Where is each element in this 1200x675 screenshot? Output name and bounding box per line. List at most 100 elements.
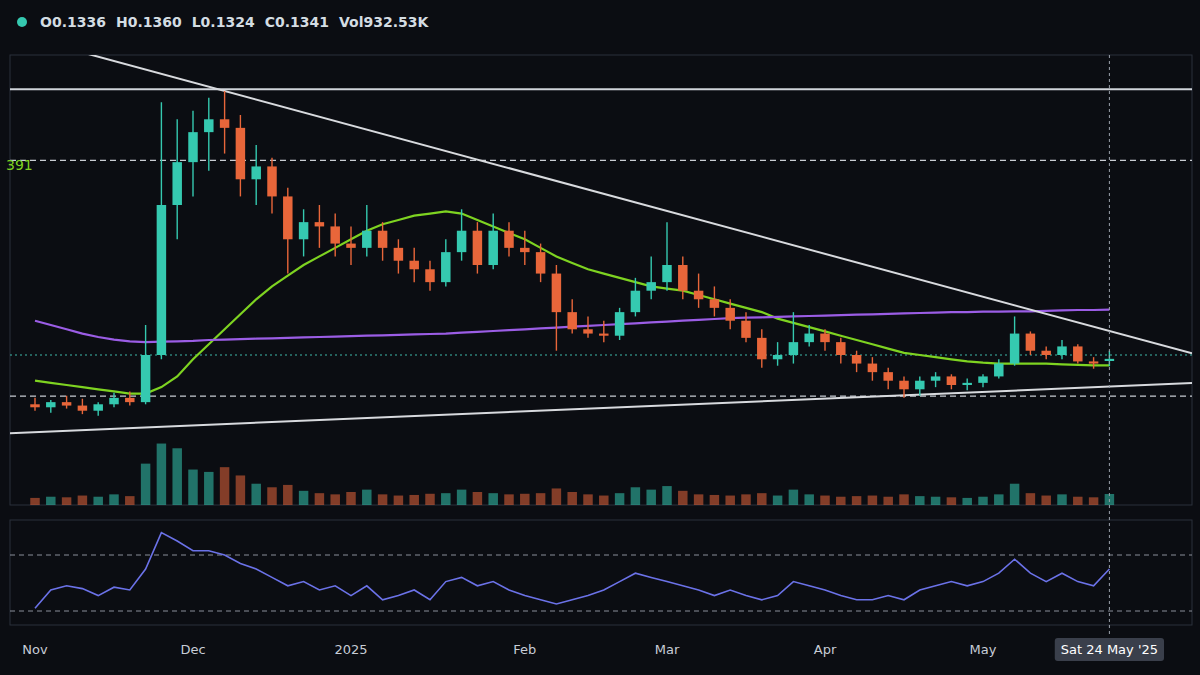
candle-wick (651, 256, 652, 299)
volume-bar (220, 467, 229, 505)
candle-body (1026, 334, 1035, 351)
x-tick-label: Nov (22, 642, 48, 657)
level-line (10, 160, 1192, 161)
candle-body (488, 231, 497, 265)
volume-bar (46, 497, 55, 505)
volume-bar (425, 494, 434, 505)
volume-bar (852, 496, 861, 505)
candle-body (520, 248, 529, 252)
volume-bar (394, 496, 403, 505)
candle-body (1010, 334, 1019, 364)
volume-bar (773, 496, 782, 505)
volume-bar (1010, 484, 1019, 505)
moving-average-line (35, 211, 1109, 393)
volume-bar (567, 492, 576, 505)
volume-bar (378, 494, 387, 505)
candle-body (30, 404, 39, 407)
moving-average-line (35, 310, 1109, 343)
volume-bar (283, 485, 292, 505)
candle-body (441, 252, 450, 282)
candle-body (362, 231, 371, 248)
volume-bar (520, 494, 529, 505)
volume-bar (789, 490, 798, 505)
volume-bar (141, 464, 150, 505)
candle-body (346, 244, 355, 248)
crosshair-line (1109, 55, 1110, 636)
volume-bar (172, 448, 181, 505)
level-line (10, 396, 1192, 397)
candle-body (236, 128, 245, 179)
candle-body (46, 402, 55, 407)
candle-body (915, 381, 924, 390)
volume-bar (441, 493, 450, 505)
volume-bar (646, 490, 655, 505)
candle-body (125, 398, 134, 402)
volume-bar (78, 496, 87, 505)
candle-body (615, 312, 624, 336)
volume-bar (125, 496, 134, 505)
volume-bar (473, 492, 482, 505)
x-tick-label: 2025 (334, 642, 367, 657)
candle-body (678, 265, 687, 291)
volume-bar (1073, 497, 1082, 505)
background (0, 0, 1200, 675)
indicator-band-line (10, 611, 1192, 612)
candle-body (757, 338, 766, 359)
crosshair-label: Sat 24 May '25 (1061, 642, 1158, 657)
candle-wick (793, 312, 794, 363)
volume-bar (662, 486, 671, 505)
candle-body (1073, 346, 1082, 361)
volume-bar (694, 494, 703, 505)
candle-body (315, 222, 324, 226)
candle-body (267, 166, 276, 196)
candle-body (836, 342, 845, 355)
volume-bar (710, 495, 719, 505)
candle-body (251, 166, 260, 179)
candle-body (1089, 361, 1098, 363)
x-tick-label: Apr (814, 642, 837, 657)
candle-body (694, 291, 703, 300)
indicator-plot (10, 533, 1192, 611)
candle-body (299, 222, 308, 239)
candle-body (646, 282, 655, 291)
volume-bar (315, 493, 324, 505)
candle-body (536, 252, 545, 273)
candle-body (378, 231, 387, 248)
price-frame (10, 55, 1192, 505)
volume-bar (1026, 493, 1035, 505)
candle-body (820, 334, 829, 343)
trendline (10, 383, 1192, 433)
level-line (10, 88, 1192, 90)
volume-bar (757, 493, 766, 505)
indicator-line (35, 533, 1109, 609)
candle-body (962, 383, 971, 385)
trendline (10, 55, 1192, 353)
volume-bar (488, 493, 497, 505)
candle-body (188, 132, 197, 162)
volume-bar (1057, 494, 1066, 505)
volume-bar (267, 487, 276, 505)
candle-body (1105, 359, 1114, 361)
candle-body (394, 248, 403, 261)
volume-bar (599, 496, 608, 505)
candle-body (62, 402, 71, 405)
x-tick-label: Feb (513, 642, 536, 657)
volume-bar (251, 484, 260, 505)
volume-bar (615, 493, 624, 505)
candle-body (283, 196, 292, 239)
candle-body (710, 299, 719, 308)
candle-wick (777, 342, 778, 366)
volume-bar (409, 495, 418, 505)
candle-body (409, 261, 418, 270)
candle-body (172, 162, 181, 205)
candle-body (330, 226, 339, 243)
status-dot (17, 17, 27, 27)
indicator-band-line (10, 555, 1192, 556)
volume-bar (899, 494, 908, 505)
volume-bar (536, 493, 545, 505)
candle-body (425, 269, 434, 282)
volume-bar (836, 497, 845, 505)
volume-bar (157, 444, 166, 505)
candle-body (773, 355, 782, 359)
volume-bar (457, 490, 466, 505)
